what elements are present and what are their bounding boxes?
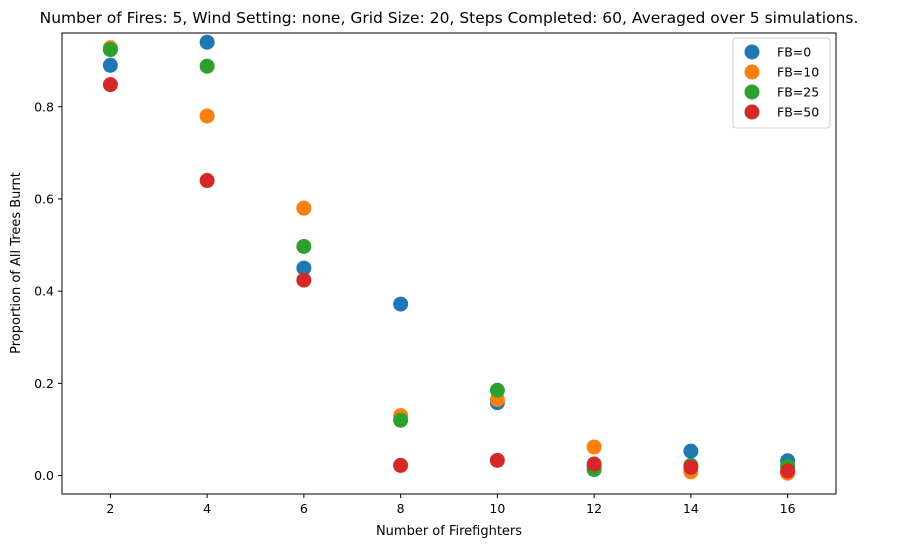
legend-marker: [744, 104, 760, 120]
legend-marker: [744, 64, 760, 80]
legend-marker: [744, 44, 760, 60]
data-point: [393, 412, 409, 428]
x-tick-label: 4: [203, 501, 211, 516]
legend: FB=0 FB=10 FB=25 FB=50: [732, 37, 831, 129]
legend-box: [732, 37, 831, 129]
x-tick-label: 16: [780, 501, 796, 516]
legend-label: FB=0: [777, 45, 811, 60]
x-tick-label: 2: [106, 501, 114, 516]
chart-title: Number of Fires: 5, Wind Setting: none, …: [40, 9, 859, 27]
y-tick-label: 0.6: [34, 191, 54, 206]
series-fb-10: [102, 40, 796, 481]
legend-label: FB=25: [777, 85, 819, 100]
data-point: [683, 459, 699, 475]
data-point: [586, 456, 602, 472]
data-point: [102, 57, 118, 73]
data-point: [199, 34, 215, 50]
x-axis-label: Number of Firefighters: [376, 524, 522, 539]
series-fb-25: [102, 42, 796, 478]
series-fb-50: [102, 77, 796, 479]
x-tick-label: 6: [300, 501, 308, 516]
data-point: [489, 382, 505, 398]
x-axis: 2 4 6 8 10 12 14 16: [106, 494, 796, 516]
legend-label: FB=10: [777, 65, 819, 80]
x-tick-label: 12: [586, 501, 602, 516]
data-point: [489, 452, 505, 468]
legend-label: FB=50: [777, 105, 819, 120]
y-axis-label: Proportion of All Trees Burnt: [9, 172, 24, 354]
data-point: [393, 457, 409, 473]
y-tick-label: 0.4: [34, 284, 54, 299]
data-point: [199, 58, 215, 74]
data-point: [780, 463, 796, 479]
y-axis: 0.0 0.2 0.4 0.6 0.8: [34, 99, 62, 483]
data-point: [199, 173, 215, 189]
data-point: [199, 108, 215, 124]
y-tick-label: 0.8: [34, 99, 54, 114]
x-tick-label: 10: [489, 501, 505, 516]
data-point: [102, 42, 118, 58]
x-tick-label: 14: [683, 501, 699, 516]
x-tick-label: 8: [397, 501, 405, 516]
data-point: [296, 200, 312, 216]
data-point: [683, 443, 699, 459]
y-tick-label: 0.2: [34, 376, 54, 391]
data-point: [296, 260, 312, 276]
plot-frame: [61, 32, 837, 495]
plot-area: [102, 34, 796, 481]
data-point: [296, 238, 312, 254]
series-fb-0: [102, 34, 796, 474]
data-point: [102, 77, 118, 93]
legend-marker: [744, 84, 760, 100]
y-tick-label: 0.0: [34, 468, 54, 483]
data-point: [586, 439, 602, 455]
data-point: [296, 272, 312, 288]
data-point: [393, 296, 409, 312]
